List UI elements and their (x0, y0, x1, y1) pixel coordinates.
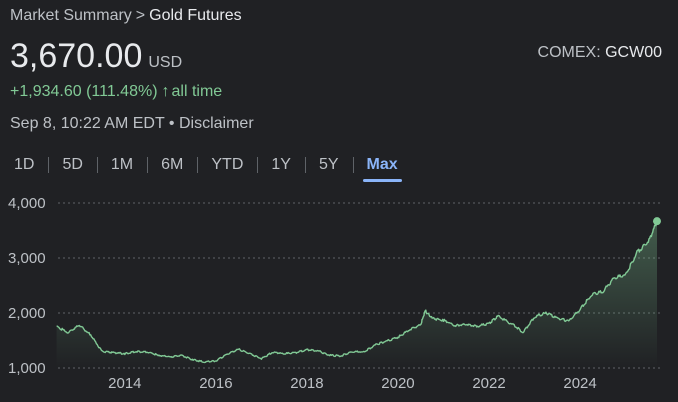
currency-label: USD (148, 54, 183, 71)
breadcrumb-separator: > (135, 7, 146, 24)
tab-ytd[interactable]: YTD (197, 150, 257, 182)
y-tick-label: 4,000 (8, 195, 46, 212)
y-tick-label: 3,000 (8, 250, 46, 267)
x-tick-label: 2020 (381, 375, 414, 392)
current-price: 3,670.00 (10, 37, 143, 75)
breadcrumb: Market Summary > Gold Futures (10, 6, 242, 26)
price-chart[interactable]: 1,000 2,000 3,000 4,000 2014 2016 2018 2020 2022… (0, 188, 678, 402)
breadcrumb-current: Gold Futures (149, 7, 242, 24)
breadcrumb-market-summary-link[interactable]: Market Summary (10, 7, 132, 24)
x-tick-label: 2018 (290, 375, 323, 392)
tab-5y[interactable]: 5Y (304, 150, 353, 182)
tab-5d[interactable]: 5D (48, 150, 96, 182)
x-tick-label: 2022 (472, 375, 505, 392)
exchange-ticker: COMEX: GCW00 (538, 44, 662, 62)
timestamp-row: Sep 8, 10:22 AM EDT • Disclaimer (10, 114, 254, 134)
latest-price-point (652, 217, 661, 226)
y-tick-label: 1,000 (8, 360, 46, 377)
x-tick-label: 2014 (108, 375, 141, 392)
disclaimer-link[interactable]: Disclaimer (178, 115, 254, 132)
tab-1d[interactable]: 1D (14, 156, 35, 173)
ticker-symbol: GCW00 (605, 44, 662, 61)
tab-1y[interactable]: 1Y (257, 150, 305, 182)
change-period: all time (171, 83, 223, 100)
price-row: 3,670.00 USD (10, 36, 182, 76)
arrow-up-icon: ↑ (161, 83, 170, 100)
y-tick-label: 2,000 (8, 305, 46, 322)
price-change: +1,934.60 (111.48%) ↑ all time (10, 82, 222, 102)
x-tick-label: 2024 (563, 375, 596, 392)
time-range-tabs: 1D 5D 1M 6M YTD 1Y 5Y Max (0, 150, 412, 182)
tab-max[interactable]: Max (352, 150, 412, 182)
change-value: +1,934.60 (111.48%) (10, 83, 158, 100)
tab-6m[interactable]: 6M (147, 150, 197, 182)
tab-1m[interactable]: 1M (96, 150, 147, 182)
price-area-fill (56, 221, 658, 368)
exchange-name: COMEX: (537, 44, 601, 61)
separator-dot: • (168, 115, 175, 132)
timestamp: Sep 8, 10:22 AM EDT (10, 115, 165, 132)
price-series-line (56, 220, 658, 364)
x-tick-label: 2016 (199, 375, 232, 392)
